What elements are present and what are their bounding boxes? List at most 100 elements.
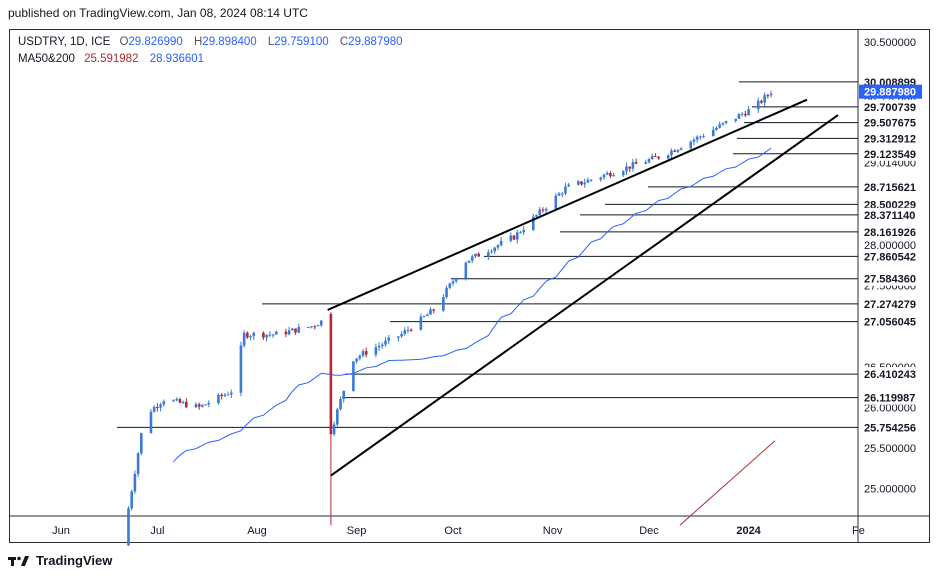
candle-body	[181, 401, 185, 403]
candle-body	[734, 118, 738, 121]
time-tick-label: 2024	[736, 525, 761, 537]
candle-body	[451, 281, 455, 284]
level-label-bg	[859, 249, 922, 264]
high-label: H	[193, 36, 203, 48]
candle-body	[172, 400, 175, 402]
time-tick-label: Nov	[543, 525, 563, 537]
level-label-bg	[859, 271, 922, 286]
candle-body	[316, 325, 320, 327]
candle-body	[220, 394, 223, 397]
candle-body	[576, 181, 580, 185]
candle-body	[567, 184, 570, 187]
low-value: 29.759100	[274, 36, 329, 48]
level-label: 29.123549	[864, 149, 916, 161]
horizontal-levels[interactable]	[117, 81, 858, 428]
trend-lines[interactable]	[327, 98, 839, 477]
candle-body	[207, 403, 211, 405]
candle-body	[670, 150, 673, 156]
candle-body	[297, 327, 301, 333]
level-label: 26.410243	[864, 369, 916, 381]
level-label-bg	[859, 207, 922, 222]
ohlc-legend: USDTRY, 1D, ICE O29.826990 H29.898400 L2…	[18, 35, 411, 49]
candle-body	[242, 332, 246, 346]
level-label-bg	[859, 179, 922, 194]
candle-body	[445, 287, 448, 298]
candle-body	[625, 166, 628, 172]
candle-body	[239, 345, 243, 393]
candle-body	[246, 332, 249, 338]
level-label: 27.860542	[864, 251, 916, 263]
candle-body	[294, 328, 297, 333]
level-label: 27.274279	[864, 299, 916, 311]
candle-body	[442, 297, 445, 311]
candle-body	[217, 394, 220, 404]
candle-body	[454, 278, 458, 282]
candle-body	[342, 390, 346, 400]
level-label-bg	[859, 367, 922, 382]
candle-body	[381, 344, 384, 346]
candle-body	[532, 216, 535, 230]
candle-body	[512, 235, 516, 240]
candle-body	[332, 424, 336, 435]
ma-label[interactable]: MA50&200	[18, 53, 75, 65]
candle-body	[422, 316, 426, 318]
candle-body	[724, 120, 728, 123]
candle-body	[744, 113, 747, 116]
candle-body	[621, 171, 625, 176]
ma200-value: 28.936601	[149, 53, 205, 65]
candle-body	[352, 361, 355, 391]
candle-body	[249, 336, 252, 338]
candle-body	[609, 173, 612, 177]
close-value: 29.887980	[348, 36, 403, 48]
candle-body	[467, 260, 471, 263]
candle-body	[185, 401, 188, 408]
symbol-label[interactable]: USDTRY, 1D, ICE	[18, 36, 111, 48]
candle-body	[377, 345, 381, 348]
candle-body	[291, 328, 294, 331]
time-tick-label: Jul	[150, 525, 164, 537]
candle-body	[666, 155, 670, 159]
level-label: 27.584360	[864, 274, 916, 286]
time-tick-label: Sep	[347, 525, 367, 537]
candle-body	[127, 508, 130, 546]
price-axis-labels: 29.77500029.01400028.00000027.50000026.5…	[859, 37, 922, 496]
time-tick-label: Fe	[852, 525, 865, 537]
candle-body	[756, 100, 760, 110]
candle-body	[657, 156, 660, 159]
tradingview-brand[interactable]: TradingView	[36, 553, 113, 568]
candle-body	[715, 127, 718, 130]
candle-body	[679, 148, 683, 150]
level-label-bg	[859, 99, 922, 114]
candle-body	[535, 215, 538, 217]
level-label: 29.507675	[864, 118, 916, 130]
candle-body	[287, 330, 291, 335]
candle-body	[197, 404, 201, 407]
moving-averages	[173, 147, 776, 526]
candle-body	[464, 262, 468, 279]
candle-body	[361, 351, 365, 356]
candle-body	[509, 235, 513, 241]
open-label: O	[119, 36, 129, 48]
candle-body	[175, 399, 178, 401]
candle-body	[702, 136, 705, 138]
candle-body	[766, 95, 770, 97]
candle-body	[178, 399, 182, 403]
candle-body	[384, 340, 387, 345]
candle-body	[284, 331, 288, 335]
candle-body	[406, 329, 410, 331]
candlesticks[interactable]	[127, 90, 773, 546]
chart-pane[interactable]	[9, 29, 930, 543]
candle-body	[769, 93, 773, 96]
candle-body	[358, 355, 362, 359]
candle-body	[429, 309, 432, 315]
candle-body	[229, 392, 233, 395]
price-tick-label: 25.500000	[864, 443, 916, 455]
candle-body	[336, 409, 339, 425]
candle-body	[477, 253, 480, 257]
level-label: 28.161926	[864, 227, 916, 239]
candle-body	[560, 193, 564, 195]
candle-body	[156, 407, 159, 409]
level-label-bg	[859, 314, 922, 329]
level-label-bg	[859, 296, 922, 311]
